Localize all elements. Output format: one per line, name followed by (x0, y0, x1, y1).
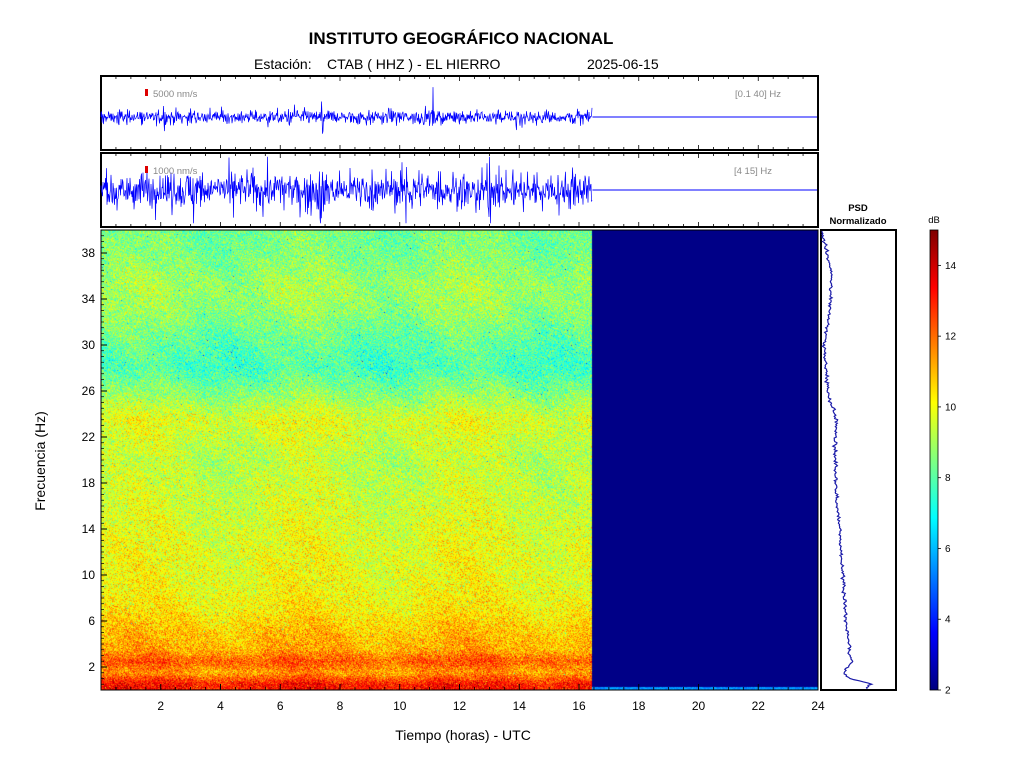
psd-title: PSD (848, 203, 868, 214)
colorbar-label: dB (928, 215, 940, 226)
x-tick-label: 14 (513, 699, 527, 713)
y-tick-label: 14 (82, 522, 96, 536)
spectrogram-panel: 2 4 6 8 10 12 14 16 18 20 22 24 261014182226303438 … (32, 229, 825, 743)
date-label: 2025-06-15 (587, 56, 659, 72)
station-name: CTAB ( HHZ ) - EL HIERRO (327, 56, 501, 72)
x-tick-label: 4 (217, 699, 224, 713)
colorbar-tick-label: 8 (945, 473, 951, 484)
scale-bar-icon (145, 89, 148, 96)
x-tick-label: 18 (632, 699, 646, 713)
y-tick-label: 30 (82, 338, 96, 352)
x-tick-label: 22 (752, 699, 766, 713)
colorbar-tick-label: 14 (945, 261, 957, 272)
band-label: [0.1 40] Hz (735, 89, 781, 100)
x-tick-label: 6 (277, 699, 284, 713)
panel-ticks (115, 76, 804, 150)
seismogram-trace (100, 156, 817, 224)
colorbar-tick-label: 2 (945, 686, 951, 697)
y-tick-label: 10 (82, 568, 96, 582)
x-axis: 2 4 6 8 10 12 14 16 18 20 22 24 (115, 684, 825, 713)
panel-frame (100, 75, 819, 151)
colorbar-ticks: 2 4 6 8 10 12 14 (938, 261, 957, 697)
trace-signal (100, 156, 593, 224)
x-tick-label: 8 (337, 699, 344, 713)
x-tick-label: 2 (157, 699, 164, 713)
institution-title: INSTITUTO GEOGRÁFICO NACIONAL (309, 29, 614, 48)
station-label: Estación: (254, 56, 312, 72)
x-axis-label: Tiempo (horas) - UTC (395, 727, 531, 743)
seismogram-panel-filtered: 1000 nm/s [4 15] Hz (100, 152, 819, 228)
y-tick-label: 6 (88, 614, 95, 628)
psd-subtitle: Normalizado (829, 216, 886, 227)
scale-bar-icon (145, 166, 148, 173)
colorbar: dB 2 4 6 8 10 12 14 (928, 215, 956, 697)
trace-signal (100, 87, 593, 134)
y-tick-label: 2 (88, 660, 95, 674)
seismogram-panel-broadband: 5000 nm/s [0.1 40] Hz (100, 75, 819, 151)
spectrogram-image (101, 230, 818, 690)
x-tick-label: 24 (811, 699, 825, 713)
x-tick-label: 10 (393, 699, 407, 713)
psd-frame (820, 229, 897, 691)
y-tick-label: 38 (82, 246, 96, 260)
scale-label: 1000 nm/s (153, 166, 198, 177)
psd-panel: PSD Normalizado (820, 203, 897, 691)
y-axis-label: Frecuencia (Hz) (32, 411, 48, 511)
y-tick-label: 34 (82, 292, 96, 306)
colorbar-tick-label: 4 (945, 615, 951, 626)
y-tick-label: 26 (82, 384, 96, 398)
colorbar-tick-label: 6 (945, 544, 951, 555)
seismogram-trace (100, 87, 817, 134)
x-tick-label: 20 (692, 699, 706, 713)
psd-series-line (821, 231, 874, 690)
x-tick-label: 16 (572, 699, 586, 713)
colorbar-tick-label: 10 (945, 402, 957, 413)
band-label: [4 15] Hz (734, 166, 772, 177)
panel-ticks (115, 153, 804, 227)
x-tick-label: 12 (453, 699, 467, 713)
y-tick-label: 18 (82, 476, 96, 490)
y-tick-label: 22 (82, 430, 96, 444)
scale-label: 5000 nm/s (153, 89, 198, 100)
colorbar-scale (929, 229, 939, 691)
colorbar-tick-label: 12 (945, 332, 957, 343)
